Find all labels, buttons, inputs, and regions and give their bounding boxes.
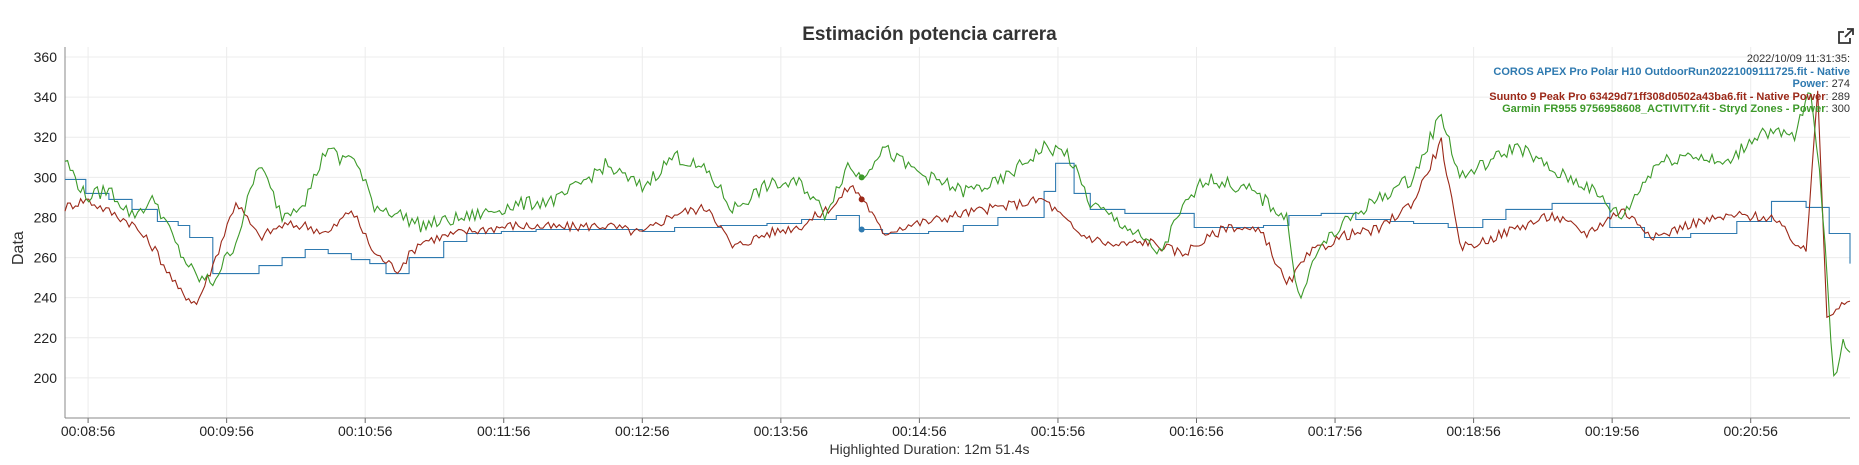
- series-line: [64, 92, 1851, 378]
- x-tick-label: 00:18:56: [1446, 423, 1501, 439]
- x-tick-label: 00:13:56: [754, 423, 809, 439]
- x-tick-label: 00:14:56: [892, 423, 947, 439]
- tooltip-series-suunto-name: Suunto 9 Peak Pro 63429d71ff308d0502a43b…: [1489, 90, 1826, 103]
- tooltip-timestamp: 2022/10/09 11:31:35:: [1746, 53, 1850, 65]
- line-chart[interactable]: 200 220 240 260 280 300 320 340 360 00:08:56 00:09…: [0, 0, 1859, 440]
- highlighted-duration: Highlighted Duration: 12m 51.4s: [829, 441, 1030, 457]
- x-tick-label: 00:09:56: [199, 423, 254, 439]
- external-link-icon[interactable]: [1837, 27, 1855, 45]
- tooltip-series-coros-name-2: Power: [1792, 78, 1826, 91]
- hover-point: [858, 196, 865, 203]
- hover-tooltip: 2022/10/09 11:31:35: COROS APEX Pro Pola…: [1489, 53, 1850, 116]
- y-tick-label: 280: [34, 209, 58, 225]
- tooltip-series-coros: COROS APEX Pro Polar H10 OutdoorRun20221…: [1489, 66, 1850, 79]
- tooltip-series-garmin-name: Garmin FR955 9756958608_ACTIVITY.fit - S…: [1502, 103, 1826, 116]
- y-tick-label: 260: [34, 250, 58, 266]
- y-tick-label: 300: [34, 169, 58, 185]
- tooltip-series-coros-name-1: COROS APEX Pro Polar H10 OutdoorRun20221…: [1493, 65, 1850, 78]
- x-tick-label: 00:20:56: [1723, 423, 1778, 439]
- x-tick-label: 00:12:56: [615, 423, 670, 439]
- tooltip-value-garmin: 300: [1831, 103, 1850, 116]
- hover-point: [858, 174, 865, 181]
- y-tick-label: 320: [34, 129, 58, 145]
- y-tick-label: 220: [34, 330, 58, 346]
- tooltip-series-coros-line2: Power: 274: [1792, 78, 1851, 91]
- y-tick-label: 360: [34, 49, 58, 65]
- x-tick-label: 00:16:56: [1169, 423, 1224, 439]
- chart-title: Estimación potencia carrera: [802, 24, 1057, 45]
- y-tick-label: 340: [34, 89, 58, 105]
- hover-point: [858, 226, 865, 233]
- x-tick-label: 00:11:56: [477, 423, 531, 439]
- x-tick-label: 00:17:56: [1308, 423, 1363, 439]
- y-tick-label: 240: [34, 290, 58, 306]
- x-tick-label: 00:10:56: [338, 423, 393, 439]
- series-line: [65, 162, 1851, 275]
- tooltip-value-coros: 274: [1831, 78, 1850, 91]
- x-tick-label: 00:08:56: [61, 423, 116, 439]
- tooltip-value-suunto: 289: [1831, 90, 1850, 103]
- x-tick-label: 00:15:56: [1031, 423, 1086, 439]
- tooltip-series-suunto: Suunto 9 Peak Pro 63429d71ff308d0502a43b…: [1489, 90, 1850, 103]
- y-tick-label: 200: [34, 370, 58, 386]
- series-line: [64, 90, 1851, 319]
- x-tick-label: 00:19:56: [1585, 423, 1640, 439]
- tooltip-series-garmin: Garmin FR955 9756958608_ACTIVITY.fit - S…: [1502, 103, 1850, 116]
